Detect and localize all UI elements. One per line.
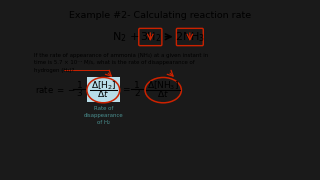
Text: $\Delta t$: $\Delta t$ <box>97 88 109 99</box>
Text: 3H$_2$: 3H$_2$ <box>140 30 161 44</box>
Text: Rate of
disappearance
of H₂: Rate of disappearance of H₂ <box>84 106 123 125</box>
Text: rate $= -$: rate $= -$ <box>35 84 76 96</box>
Text: If the rate of appearance of ammonia (NH₄) at a given instant in
time is 5.7 × 1: If the rate of appearance of ammonia (NH… <box>34 53 208 73</box>
Text: N$_2$: N$_2$ <box>112 30 127 44</box>
Text: Example #2- Calculating reaction rate: Example #2- Calculating reaction rate <box>69 11 251 20</box>
Text: +: + <box>130 32 139 42</box>
Text: $\Delta$[H$_2$]: $\Delta$[H$_2$] <box>91 80 116 92</box>
Text: 1: 1 <box>76 81 82 90</box>
Text: 2NH$_3$: 2NH$_3$ <box>175 30 205 44</box>
Text: $\Delta$[NH$_3$]: $\Delta$[NH$_3$] <box>147 80 179 92</box>
Text: 2: 2 <box>134 89 140 98</box>
Text: 1: 1 <box>134 81 140 90</box>
FancyBboxPatch shape <box>87 77 120 102</box>
Text: $\Delta t$: $\Delta t$ <box>157 88 169 99</box>
Text: =: = <box>122 86 129 94</box>
Text: 3: 3 <box>76 89 82 98</box>
